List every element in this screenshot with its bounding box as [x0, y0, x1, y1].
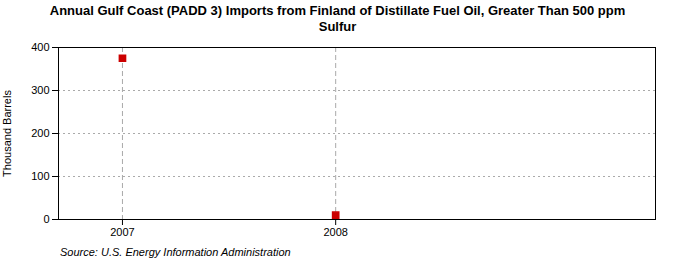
svg-text:0: 0 — [43, 213, 49, 225]
svg-text:100: 100 — [31, 170, 49, 182]
svg-text:2007: 2007 — [110, 226, 134, 238]
svg-text:Thousand Barrels: Thousand Barrels — [1, 90, 13, 177]
html-text:Annual Gulf Coast (PADD 3) Imp: Annual Gulf Coast (PADD 3) Imports from … — [49, 3, 626, 34]
svg-text:400: 400 — [31, 41, 49, 53]
svg-text:200: 200 — [31, 127, 49, 139]
svg-text:300: 300 — [31, 84, 49, 96]
html-text:Source: U.S. Energy Informatio: Source: U.S. Energy Information Administ… — [60, 246, 291, 258]
svg-text:2008: 2008 — [323, 226, 347, 238]
